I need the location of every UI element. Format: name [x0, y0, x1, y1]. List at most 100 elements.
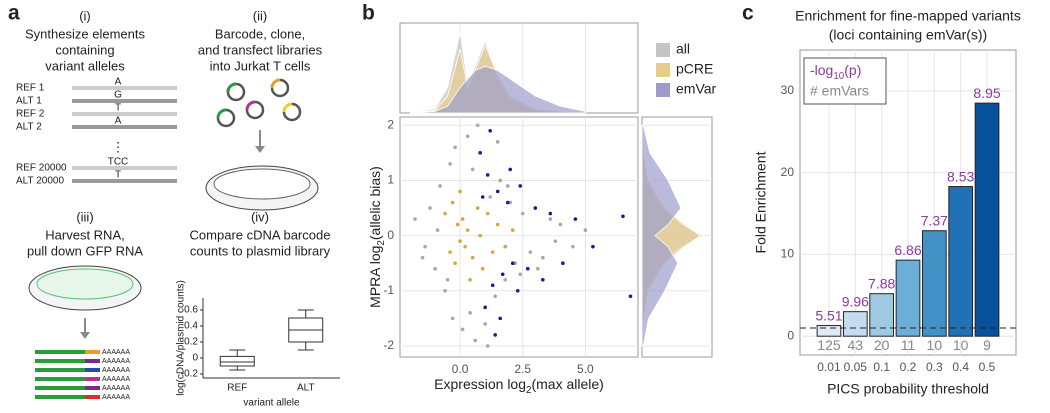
- point: [498, 178, 503, 183]
- ellipsis: ⋮: [112, 139, 125, 154]
- count-label: 10: [953, 337, 969, 353]
- point: [470, 167, 475, 172]
- point: [413, 217, 417, 221]
- plasmid-insert: [270, 78, 281, 89]
- panel-label: c: [742, 2, 754, 25]
- y-tick-label: 1: [387, 173, 394, 187]
- sequence-base: A: [115, 77, 122, 88]
- step-text: variant alleles: [45, 58, 125, 73]
- dish-cells: [36, 268, 134, 300]
- x-tick-label: 0.0: [452, 362, 469, 376]
- point: [495, 140, 500, 144]
- point: [520, 211, 525, 216]
- point: [435, 228, 440, 232]
- p-value-label: 7.37: [921, 212, 948, 228]
- legend-box: [803, 57, 887, 105]
- x-tick-label: 0.05: [844, 360, 868, 374]
- p-value-label: 6.86: [894, 242, 921, 258]
- point: [490, 250, 495, 254]
- y-tick-label: 0: [192, 353, 198, 364]
- plasmid-insert: [245, 100, 256, 111]
- point: [458, 239, 462, 243]
- legend-p: -log10(p): [810, 62, 861, 82]
- point: [541, 277, 545, 282]
- x-tick-label: ALT: [297, 383, 315, 394]
- poly-a: AAAAAA: [102, 394, 130, 401]
- point: [420, 255, 425, 260]
- step-text: Synthesize elements: [25, 26, 145, 41]
- y-tick-label: -2: [383, 338, 394, 352]
- point: [485, 173, 490, 177]
- sequence-base: A: [115, 116, 122, 127]
- step-text: Barcode, clone,: [215, 26, 305, 41]
- count-label: 9: [983, 337, 991, 353]
- point: [480, 266, 485, 271]
- poly-a: AAAAAA: [102, 349, 130, 356]
- legend-count: # emVars: [810, 83, 869, 99]
- point: [468, 311, 472, 315]
- sequence-label: REF 2: [16, 109, 45, 120]
- sequence-bar: [72, 112, 177, 116]
- bar: [974, 102, 1000, 337]
- point: [468, 277, 472, 282]
- point: [458, 189, 462, 194]
- y-tick-label: -1: [383, 283, 394, 297]
- count-label: 125: [817, 337, 841, 353]
- count-label: 11: [901, 337, 916, 353]
- arrow-head: [80, 332, 90, 339]
- panel-a-art: [28, 78, 319, 339]
- point: [475, 123, 480, 128]
- y-tick-label: 30: [781, 83, 795, 97]
- point: [485, 211, 490, 216]
- x-tick-label: REF: [227, 383, 247, 394]
- legend-label: emVar: [676, 81, 717, 97]
- bar: [948, 186, 974, 337]
- poly-a: AAAAAA: [102, 367, 130, 374]
- p-value-label: 7.88: [868, 275, 895, 291]
- bar: [842, 311, 868, 337]
- point: [508, 200, 513, 205]
- plot-frame: [399, 116, 639, 358]
- step-text: into Jurkat T cells: [210, 58, 311, 73]
- p-value-label: 8.53: [947, 168, 974, 184]
- count-label: 20: [874, 337, 890, 353]
- sequence-label: REF 20000: [16, 163, 67, 174]
- point: [503, 277, 508, 282]
- point: [548, 211, 553, 216]
- point: [475, 206, 480, 210]
- chart-title: (loci containing emVar(s)): [829, 27, 987, 43]
- bar: [921, 230, 947, 337]
- sequence-base: T: [115, 103, 121, 114]
- y-tick-label: 0.4: [184, 321, 198, 332]
- point: [433, 266, 437, 271]
- step-text: counts to plasmid library: [190, 243, 331, 258]
- x-axis-label: PICS probability threshold: [827, 381, 989, 397]
- y-axis-label: log(cDNA/plasmid counts): [176, 280, 187, 396]
- point: [445, 277, 450, 282]
- y-tick-label: 2: [387, 117, 394, 131]
- y-axis-label-main: MPRA log: [367, 246, 383, 308]
- point: [628, 294, 633, 299]
- arrow-head: [255, 146, 265, 153]
- p-value-label: 9.96: [842, 293, 869, 309]
- step-text: Compare cDNA barcode: [190, 227, 331, 242]
- point: [535, 266, 540, 271]
- step-number: (iii): [76, 209, 93, 224]
- point: [498, 316, 503, 321]
- x-axis-label: variant allele: [243, 398, 300, 409]
- point: [528, 250, 533, 254]
- point: [571, 244, 575, 249]
- point: [480, 195, 485, 199]
- point: [493, 333, 498, 337]
- sequence-base: G: [114, 90, 122, 101]
- point: [508, 167, 513, 172]
- x-axis-label: Expression log2(max allele): [434, 376, 604, 396]
- point: [505, 200, 510, 205]
- sequence-base: T: [115, 170, 121, 181]
- sequence-bar: [72, 86, 177, 90]
- point: [470, 255, 475, 260]
- y-axis-label-rest: (allelic bias): [367, 166, 383, 240]
- point: [541, 255, 545, 260]
- point: [465, 134, 470, 139]
